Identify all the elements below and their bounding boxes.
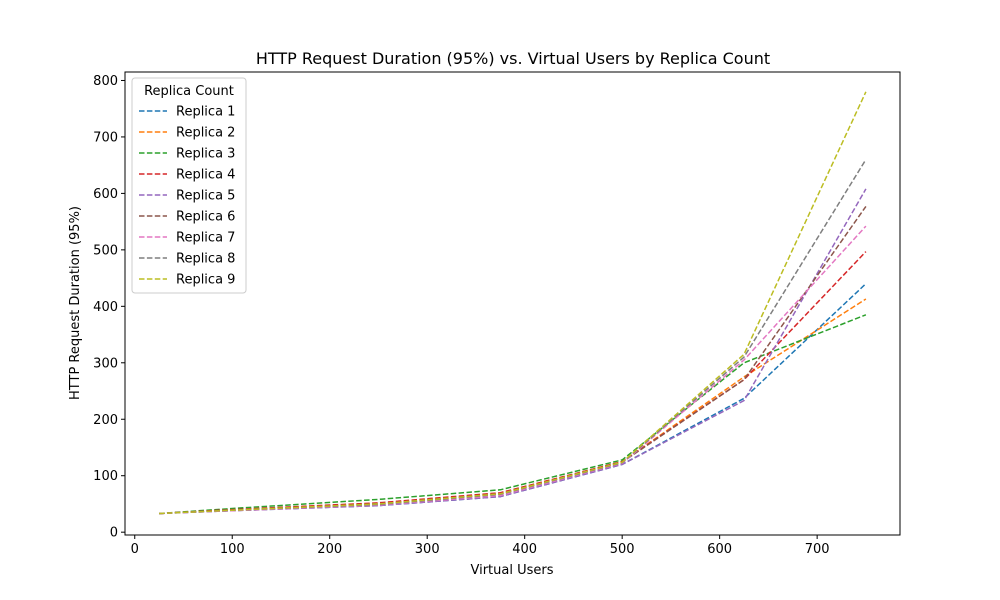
series-line-replica-9: [159, 91, 867, 515]
y-tick-label: 200: [93, 413, 118, 428]
x-tick-label: 0: [131, 542, 139, 557]
y-tick-label: 700: [93, 130, 118, 145]
legend-label: Replica 7: [176, 231, 235, 246]
legend-entries: Replica 1 Replica 2 Replica 3 Replica 4 Repl…: [139, 105, 235, 288]
chart-title: HTTP Request Duration (95%) vs. Virtual …: [256, 49, 770, 68]
y-tick-label: 500: [93, 243, 118, 258]
y-axis-label: HTTP Request Duration (95%): [68, 206, 83, 400]
x-tick-label: 600: [707, 542, 732, 557]
legend-label: Replica 9: [176, 273, 235, 288]
series-line-replica-6: [159, 205, 867, 515]
legend-box: [131, 77, 247, 294]
y-tick-label: 600: [93, 187, 118, 202]
x-tick-label: 700: [805, 542, 830, 557]
y-tick-label: 100: [93, 469, 118, 484]
legend-label: Replica 4: [176, 168, 235, 183]
x-tick-label: 200: [317, 542, 342, 557]
legend-label: Replica 2: [176, 126, 235, 141]
legend-label: Replica 1: [176, 105, 235, 120]
legend-label: Replica 3: [176, 147, 235, 162]
series-lines: [159, 91, 867, 515]
x-axis: 0 100 200 300 400 500 600 700: [131, 535, 830, 557]
y-tick-label: 800: [93, 74, 118, 89]
legend-title: Replica Count: [144, 84, 234, 99]
x-tick-label: 500: [610, 542, 635, 557]
x-tick-label: 400: [512, 542, 537, 557]
x-tick-label: 300: [415, 542, 440, 557]
series-line-replica-3: [159, 314, 867, 515]
y-tick-label: 400: [93, 300, 118, 315]
series-line-replica-8: [159, 159, 867, 515]
x-tick-label: 100: [220, 542, 245, 557]
y-tick-label: 0: [110, 526, 118, 541]
y-axis: 0 100 200 300 400 500 600 700 800: [93, 74, 125, 541]
y-tick-label: 300: [93, 356, 118, 371]
plot-area: [124, 71, 901, 536]
x-axis-label: Virtual Users: [470, 563, 553, 578]
series-line-replica-1: [159, 283, 867, 515]
series-line-replica-5: [159, 188, 867, 515]
legend-label: Replica 5: [176, 189, 235, 204]
legend-label: Replica 8: [176, 252, 235, 267]
legend-label: Replica 6: [176, 210, 235, 225]
series-line-replica-7: [159, 225, 867, 515]
